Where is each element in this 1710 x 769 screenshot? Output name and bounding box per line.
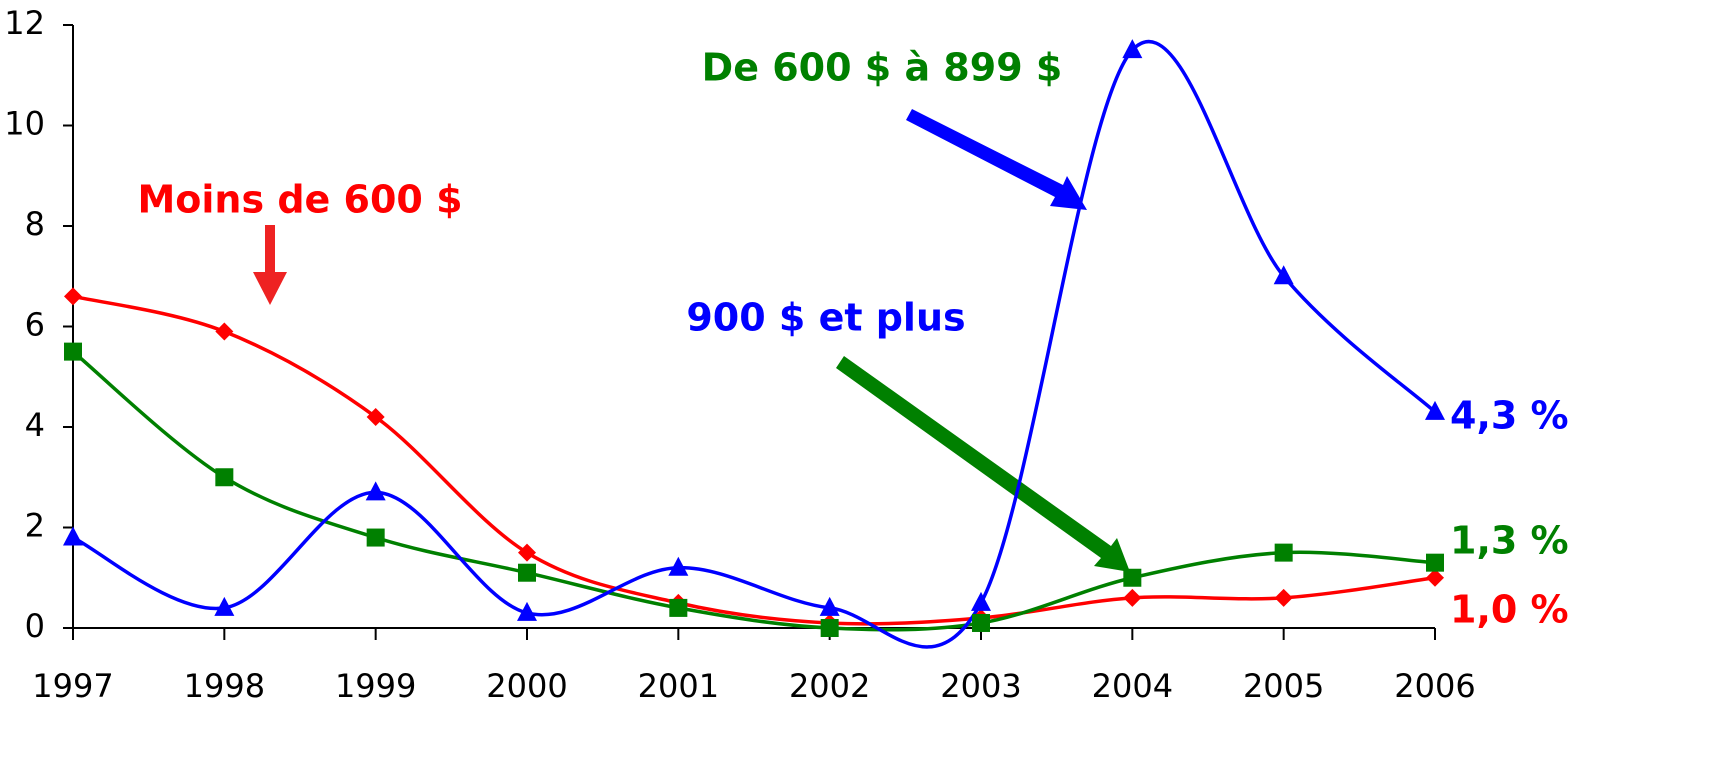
point xyxy=(1123,588,1142,607)
point xyxy=(1426,568,1444,587)
x-tick-label: 2000 xyxy=(486,667,567,705)
point xyxy=(518,563,536,582)
series-name: Moins de 600 $ xyxy=(137,178,462,222)
x-tick-label: 1998 xyxy=(184,667,265,705)
series-line xyxy=(72,294,1436,626)
x-tick-label: 2002 xyxy=(789,667,870,705)
point xyxy=(820,619,839,637)
series-line xyxy=(72,39,1437,649)
point xyxy=(215,322,234,341)
point xyxy=(64,342,82,361)
value-label: 4,3 % xyxy=(1450,394,1569,438)
point xyxy=(63,526,83,546)
y-tick-label: 0 xyxy=(25,607,45,645)
value-label: 1,3 % xyxy=(1450,519,1569,563)
point xyxy=(1274,543,1293,562)
x-tick-label: 2003 xyxy=(940,667,1021,705)
series-name: 900 $ et plus xyxy=(686,296,965,340)
x-tick-label: 2005 xyxy=(1243,667,1324,705)
point xyxy=(1426,553,1444,572)
point xyxy=(366,407,385,426)
arrow-red xyxy=(253,225,287,305)
y-tick-label: 12 xyxy=(4,4,45,42)
x-tick-label: 2004 xyxy=(1092,667,1173,705)
point xyxy=(1274,588,1293,607)
point xyxy=(518,543,536,562)
x-tick-label: 1999 xyxy=(335,667,416,705)
y-tick-label: 10 xyxy=(4,105,45,143)
series-line xyxy=(71,350,1436,632)
point xyxy=(1123,568,1142,587)
y-tick-label: 6 xyxy=(25,306,45,344)
point xyxy=(971,591,991,611)
point xyxy=(819,596,840,616)
point xyxy=(1273,265,1294,285)
point xyxy=(214,596,235,616)
point xyxy=(1425,400,1445,420)
point xyxy=(366,528,385,547)
point xyxy=(1122,39,1143,59)
point xyxy=(215,468,234,487)
arrow-blue xyxy=(906,109,1087,210)
series-name: De 600 $ à 899 $ xyxy=(702,46,1063,90)
point xyxy=(669,598,688,617)
point xyxy=(64,287,82,306)
x-tick-label: 2001 xyxy=(638,667,719,705)
arrow-green xyxy=(836,356,1130,572)
value-label: 1,0 % xyxy=(1450,588,1569,632)
x-tick-label: 1997 xyxy=(32,667,113,705)
y-tick-label: 2 xyxy=(25,507,45,545)
point xyxy=(972,613,990,632)
point xyxy=(668,556,689,576)
y-tick-label: 8 xyxy=(25,205,45,243)
y-tick-label: 4 xyxy=(25,406,45,444)
point xyxy=(365,481,386,501)
point xyxy=(517,601,537,621)
x-tick-label: 2006 xyxy=(1394,667,1475,705)
